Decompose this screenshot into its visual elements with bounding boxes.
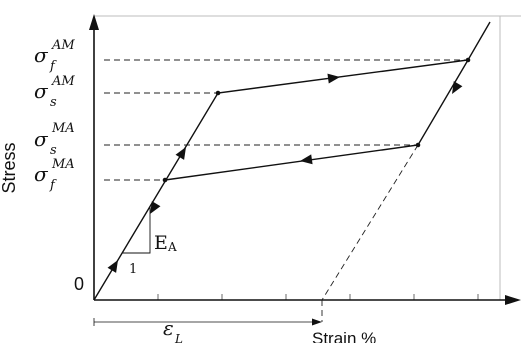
svg-text:AM: AM	[51, 38, 75, 53]
svg-text:MA: MA	[51, 157, 75, 172]
unloading-extension-line	[321, 144, 419, 301]
arrow-up-elastic-icon	[175, 147, 186, 160]
svg-text:s: s	[50, 143, 57, 158]
svg-text:E: E	[154, 232, 168, 254]
y-axis-label: Stress	[0, 142, 19, 193]
axes	[89, 14, 521, 305]
svg-text:σ: σ	[34, 162, 49, 186]
point-sigma-f-am	[465, 57, 471, 63]
plot-frame	[94, 15, 521, 300]
arrow-up-elastic-icon	[107, 260, 118, 273]
strain-annotation-label: ε L	[163, 316, 183, 343]
point-sigma-s-am	[215, 90, 221, 96]
svg-text:ε: ε	[163, 316, 174, 340]
svg-text:f: f	[49, 178, 57, 193]
direction-arrows	[107, 73, 463, 273]
arrow-plateau-reverse-icon	[300, 154, 313, 165]
x-axis-label: Strain %	[312, 329, 376, 343]
reference-lines	[104, 59, 468, 322]
svg-text:A: A	[167, 240, 177, 254]
svg-text:AM: AM	[51, 74, 75, 89]
stress-label-sigma-f-ma: σ MA f	[34, 157, 75, 193]
strain-extent-arrow-icon	[312, 318, 322, 326]
svg-text:L: L	[174, 332, 183, 343]
svg-text:MA: MA	[51, 121, 75, 136]
modulus-label: E A	[154, 232, 177, 254]
slope-triangle	[122, 206, 151, 254]
arrow-unloading-down-icon	[452, 81, 463, 94]
point-sigma-f-ma	[162, 177, 168, 183]
transition-points	[162, 57, 471, 183]
arrow-down-elastic-icon	[150, 201, 161, 214]
point-sigma-s-ma	[415, 142, 421, 148]
svg-text:f: f	[49, 59, 57, 74]
slope-run-label: 1	[129, 262, 137, 277]
svg-text:σ: σ	[34, 43, 49, 67]
hysteresis-curve	[93, 21, 491, 301]
stress-label-sigma-f-am: σ AM f	[34, 38, 75, 74]
x-axis-ticks	[157, 294, 479, 300]
strain-extent-arrow	[93, 318, 322, 326]
svg-text:s: s	[50, 95, 57, 110]
arrow-plateau-forward-icon	[327, 73, 340, 84]
stress-label-sigma-s-ma: σ MA s	[34, 121, 75, 158]
svg-text:σ: σ	[34, 79, 49, 103]
x-axis-arrow-icon	[505, 295, 521, 305]
y-axis-arrow-icon	[89, 14, 99, 30]
origin-label: 0	[74, 274, 84, 294]
stress-label-sigma-s-am: σ AM s	[34, 74, 75, 110]
svg-text:σ: σ	[34, 127, 49, 151]
